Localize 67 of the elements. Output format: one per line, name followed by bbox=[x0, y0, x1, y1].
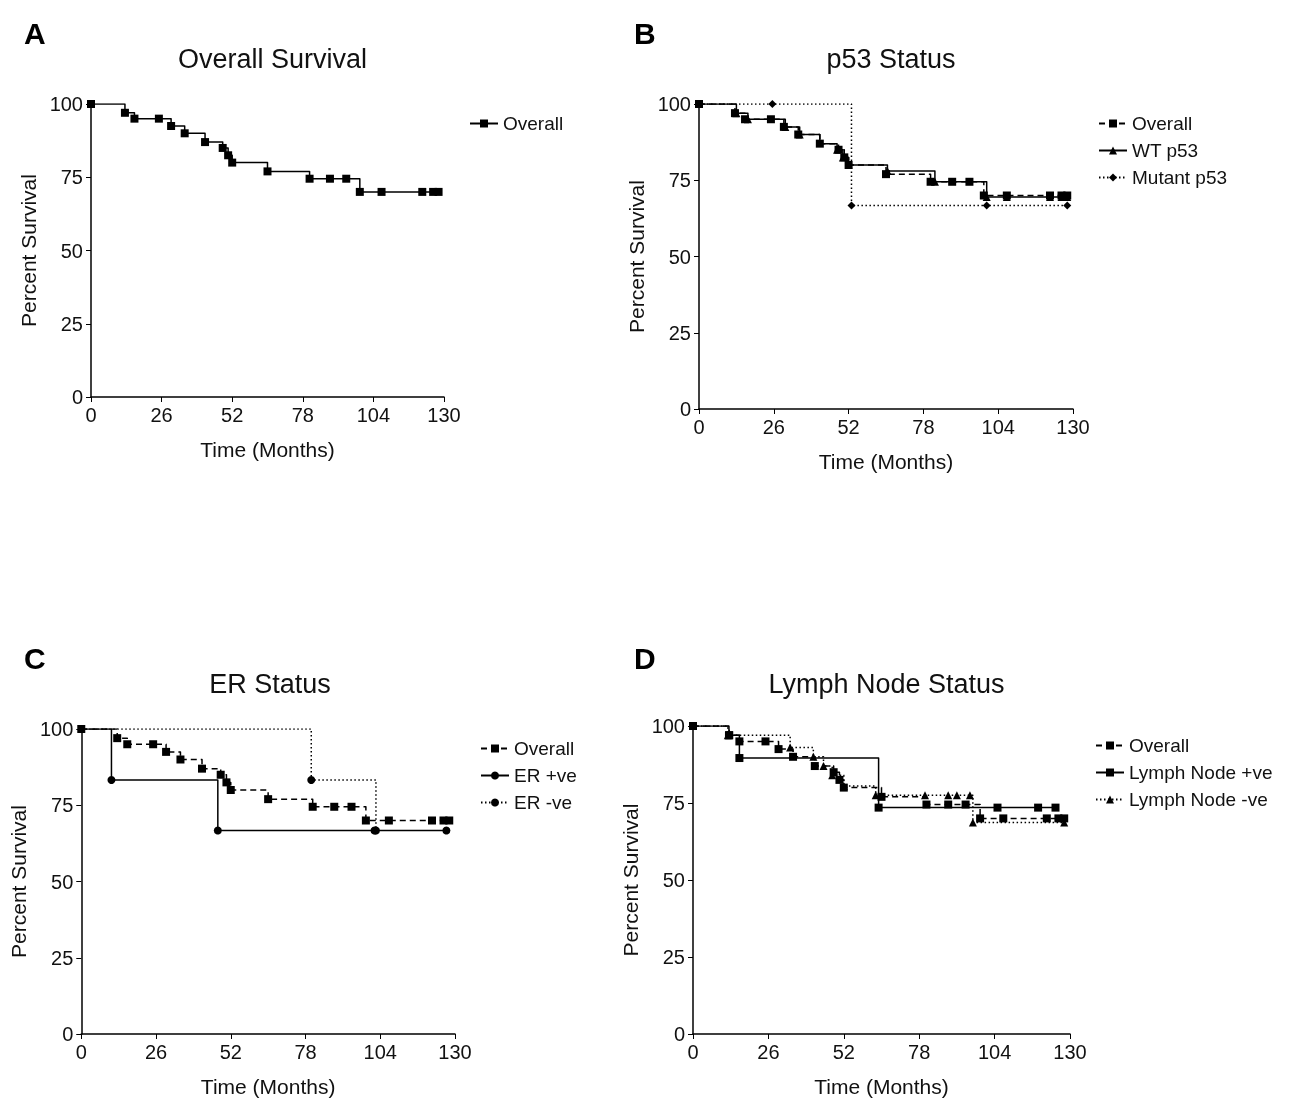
y-tick-label: 50 bbox=[668, 245, 691, 268]
legend-label: Overall bbox=[1132, 113, 1193, 134]
y-tick-label: 25 bbox=[51, 946, 74, 969]
text: B bbox=[634, 16, 656, 50]
x-tick-label: 52 bbox=[837, 416, 860, 438]
x-tick-label: 104 bbox=[363, 1041, 397, 1063]
y-tick-label: 0 bbox=[62, 1023, 74, 1045]
y-tick-label: 25 bbox=[668, 321, 691, 344]
y-tick-label: 0 bbox=[673, 1023, 685, 1045]
chart-title: Lymph Node Status bbox=[768, 668, 1005, 699]
legend-label: ER -ve bbox=[514, 792, 573, 813]
legend-label: Overall bbox=[1129, 735, 1190, 756]
y-tick-label: 75 bbox=[668, 169, 691, 192]
y-tick-label: 50 bbox=[662, 869, 685, 891]
x-tick-label: 78 bbox=[294, 1041, 317, 1063]
x-tick-label: 104 bbox=[977, 1041, 1012, 1063]
x-axis-title: Time (Months) bbox=[200, 438, 335, 461]
y-tick-label: 25 bbox=[662, 946, 685, 968]
y-tick-label: 50 bbox=[51, 870, 74, 893]
text: D bbox=[634, 641, 656, 675]
legend-label: Lymph Node -ve bbox=[1129, 789, 1268, 810]
y-axis-title: Percent Survival bbox=[618, 803, 642, 957]
x-axis-title: Time (Months) bbox=[200, 1075, 336, 1098]
y-tick-label: 100 bbox=[49, 93, 83, 115]
x-tick-label: 26 bbox=[150, 404, 173, 426]
y-tick-label: 75 bbox=[51, 794, 74, 817]
x-tick-label: 52 bbox=[219, 1041, 242, 1063]
y-axis-title: Percent Survival bbox=[624, 180, 648, 333]
y-tick-label: 75 bbox=[662, 792, 685, 814]
y-tick-label: 50 bbox=[60, 239, 83, 262]
x-tick-label: 52 bbox=[832, 1041, 855, 1063]
x-tick-label: 104 bbox=[356, 404, 391, 426]
y-axis-title: Percent Survival bbox=[16, 174, 40, 327]
text: A bbox=[24, 16, 46, 50]
legend-label: Mutant p53 bbox=[1132, 167, 1228, 188]
legend-label: WT p53 bbox=[1132, 140, 1199, 161]
y-axis-title: Percent Survival bbox=[7, 805, 30, 958]
x-axis-title: Time (Months) bbox=[818, 450, 954, 473]
y-tick-label: 100 bbox=[651, 715, 685, 737]
x-tick-label: 78 bbox=[912, 416, 935, 438]
x-tick-label: 130 bbox=[1056, 416, 1090, 438]
x-tick-label: 26 bbox=[762, 416, 785, 438]
chart-title: Overall Survival bbox=[177, 43, 368, 74]
chart-title: p53 Status bbox=[826, 43, 956, 74]
y-tick-label: 100 bbox=[39, 718, 74, 740]
x-tick-label: 52 bbox=[221, 404, 244, 426]
y-tick-label: 0 bbox=[71, 386, 83, 408]
x-tick-label: 26 bbox=[757, 1041, 780, 1063]
x-tick-label: 78 bbox=[291, 404, 314, 426]
x-tick-label: 0 bbox=[693, 416, 705, 438]
legend-label: Overall bbox=[514, 738, 575, 759]
y-tick-label: 25 bbox=[60, 312, 83, 335]
x-tick-label: 130 bbox=[438, 1041, 472, 1063]
y-tick-label: 75 bbox=[60, 166, 83, 189]
text: C bbox=[24, 641, 46, 675]
legend-label: ER +ve bbox=[514, 765, 577, 786]
y-tick-label: 100 bbox=[657, 93, 691, 115]
chart-title: ER Status bbox=[209, 668, 331, 699]
legend-label: Overall bbox=[503, 113, 564, 134]
x-tick-label: 78 bbox=[908, 1041, 931, 1063]
x-tick-label: 130 bbox=[1053, 1041, 1087, 1063]
legend-label: Lymph Node +ve bbox=[1129, 762, 1273, 783]
x-tick-label: 104 bbox=[981, 416, 1015, 438]
x-axis-title: Time (Months) bbox=[814, 1075, 949, 1098]
x-tick-label: 130 bbox=[427, 404, 461, 426]
x-tick-label: 0 bbox=[85, 404, 97, 426]
x-tick-label: 26 bbox=[144, 1041, 168, 1063]
